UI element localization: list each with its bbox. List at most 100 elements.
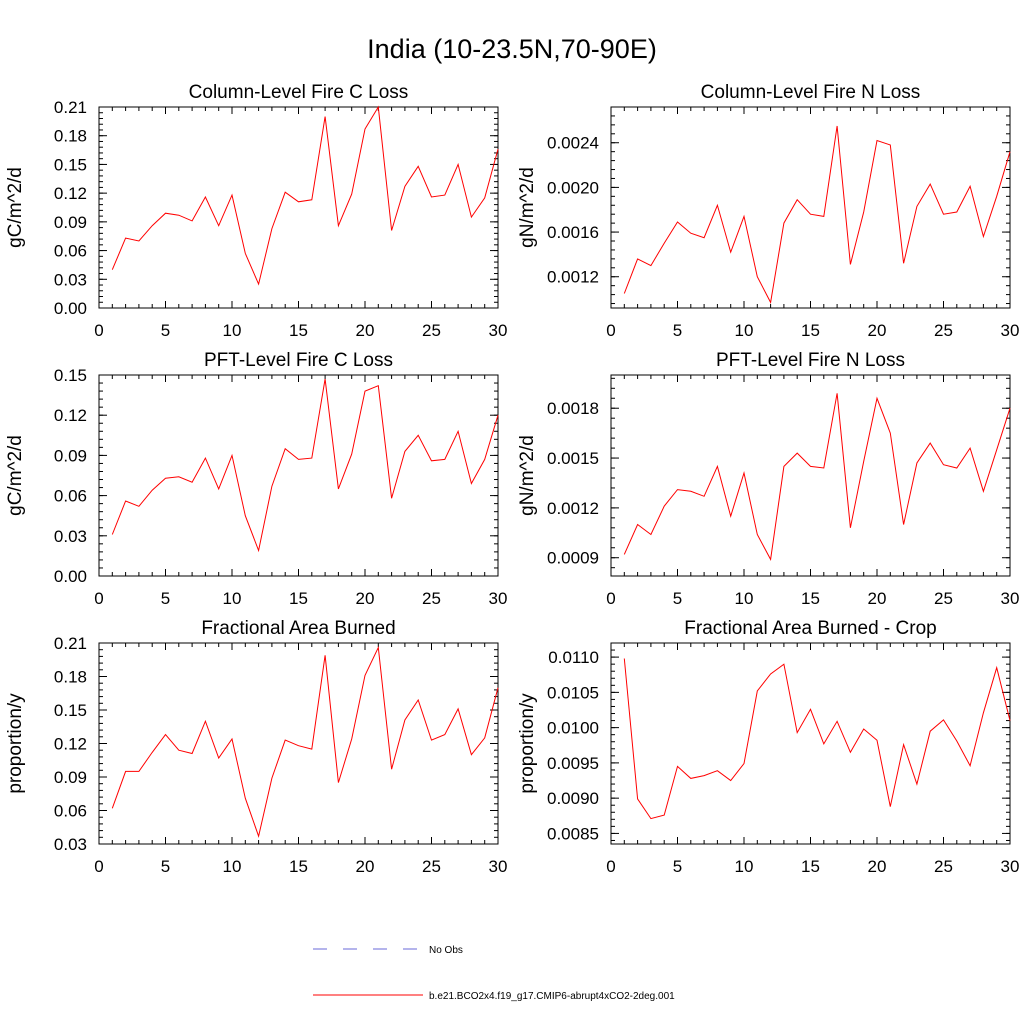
panel-6: Fractional Area Burned - Crop proportion/… xyxy=(517,618,1019,876)
x-tick-label: 10 xyxy=(223,321,242,340)
plot-frame xyxy=(610,106,1011,309)
x-tick-label: 10 xyxy=(735,857,754,876)
y-tick-label: 0.06 xyxy=(54,487,87,506)
x-tick-label: 5 xyxy=(161,589,170,608)
y-tick-label: 0.0009 xyxy=(547,549,599,568)
y-tick-label: 0.0095 xyxy=(547,754,599,773)
panel-title: PFT-Level Fire C Loss xyxy=(204,350,393,371)
x-tick-label: 15 xyxy=(289,589,308,608)
x-tick-label: 15 xyxy=(801,857,820,876)
y-tick-label: 0.12 xyxy=(54,735,87,754)
x-tick-label: 25 xyxy=(934,857,953,876)
y-axis-label: gC/m^2/d xyxy=(5,435,26,516)
x-tick-label: 5 xyxy=(673,857,682,876)
y-tick-label: 0.09 xyxy=(54,213,87,232)
y-tick-label: 0.03 xyxy=(54,835,87,854)
panel-title: PFT-Level Fire N Loss xyxy=(716,350,905,371)
panel-4: PFT-Level Fire N Loss gN/m^2/d 0 5 10 15 20 25 3… xyxy=(517,350,1019,608)
x-tick-label: 25 xyxy=(934,589,953,608)
panel-title: Column-Level Fire N Loss xyxy=(701,82,921,103)
x-tick-label: 5 xyxy=(673,589,682,608)
x-tick-label: 5 xyxy=(673,321,682,340)
y-tick-label: 0.15 xyxy=(54,701,87,720)
y-tick-label: 0.0024 xyxy=(547,134,599,153)
panel-2: Column-Level Fire N Loss gN/m^2/d 0 5 10 15 20… xyxy=(517,82,1019,340)
y-tick-label: 0.00 xyxy=(54,567,87,586)
panel-1: Column-Level Fire C Loss gC/m^2/d 0 5 10 15 20… xyxy=(5,82,507,340)
panel-title: Fractional Area Burned xyxy=(201,618,395,639)
x-tick-label: 5 xyxy=(161,857,170,876)
y-tick-label: 0.0015 xyxy=(547,449,599,468)
x-tick-label: 25 xyxy=(422,589,441,608)
panel-title: Fractional Area Burned - Crop xyxy=(684,618,936,639)
y-tick-label: 0.0012 xyxy=(547,499,599,518)
x-tick-label: 20 xyxy=(356,857,375,876)
x-tick-label: 15 xyxy=(801,321,820,340)
y-tick-label: 0.06 xyxy=(54,242,87,261)
x-tick-label: 0 xyxy=(94,321,103,340)
plot-frame xyxy=(610,642,1011,845)
y-axis-label: gN/m^2/d xyxy=(517,167,538,248)
x-tick-label: 30 xyxy=(489,321,508,340)
plot-frame xyxy=(98,374,499,577)
panel-3: PFT-Level Fire C Loss gC/m^2/d 0 5 10 15 20 25 3… xyxy=(5,350,507,608)
y-tick-label: 0.21 xyxy=(54,98,87,117)
x-tick-label: 15 xyxy=(289,321,308,340)
y-tick-label: 0.0018 xyxy=(547,399,599,418)
series-line-1 xyxy=(623,658,1011,820)
panel-title: Column-Level Fire C Loss xyxy=(189,82,409,103)
panel-5: Fractional Area Burned proportion/y 0 5 10 15… xyxy=(5,618,507,876)
y-tick-label: 0.0110 xyxy=(548,648,599,667)
series-line-1 xyxy=(623,393,1011,561)
y-tick-label: 0.18 xyxy=(54,668,87,687)
x-tick-label: 20 xyxy=(868,857,887,876)
x-tick-label: 20 xyxy=(356,589,375,608)
x-tick-label: 30 xyxy=(489,857,508,876)
y-tick-label: 0.03 xyxy=(54,527,87,546)
x-tick-label: 10 xyxy=(223,589,242,608)
y-tick-label: 0.0100 xyxy=(547,719,599,738)
panels: Column-Level Fire C Loss gC/m^2/d 0 5 10 15 20… xyxy=(5,82,1019,876)
series-line-1 xyxy=(111,645,499,839)
y-tick-label: 0.09 xyxy=(54,446,87,465)
legend: No Obs b.e21.BCO2x4.f19_g17.CMIP6-abrupt… xyxy=(313,945,675,1002)
series-line-1 xyxy=(111,378,499,553)
x-tick-label: 5 xyxy=(161,321,170,340)
x-tick-label: 30 xyxy=(1001,857,1020,876)
y-tick-label: 0.21 xyxy=(54,634,87,653)
y-axis-label: gN/m^2/d xyxy=(517,435,538,516)
y-tick-label: 0.0016 xyxy=(547,223,599,242)
x-tick-label: 20 xyxy=(356,321,375,340)
x-tick-label: 30 xyxy=(1001,589,1020,608)
x-tick-label: 10 xyxy=(735,321,754,340)
plot-frame xyxy=(98,106,499,309)
legend-label-no-obs: No Obs xyxy=(429,945,463,956)
legend-label-model: b.e21.BCO2x4.f19_g17.CMIP6-abrupt4xCO2-2… xyxy=(429,991,675,1002)
y-tick-label: 0.0085 xyxy=(547,824,599,843)
y-tick-label: 0.09 xyxy=(54,768,87,787)
x-tick-label: 15 xyxy=(801,589,820,608)
y-tick-label: 0.0012 xyxy=(547,268,599,287)
x-tick-label: 0 xyxy=(94,857,103,876)
x-tick-label: 25 xyxy=(422,857,441,876)
x-tick-label: 0 xyxy=(606,589,615,608)
x-tick-label: 20 xyxy=(868,321,887,340)
y-tick-label: 0.0090 xyxy=(547,789,599,808)
x-tick-label: 0 xyxy=(606,321,615,340)
y-tick-label: 0.0020 xyxy=(547,178,599,197)
x-tick-label: 0 xyxy=(94,589,103,608)
x-tick-label: 10 xyxy=(735,589,754,608)
x-tick-label: 20 xyxy=(868,589,887,608)
y-tick-label: 0.0105 xyxy=(547,683,599,702)
y-tick-label: 0.00 xyxy=(54,299,87,318)
y-axis-label: proportion/y xyxy=(5,693,26,794)
y-tick-label: 0.12 xyxy=(54,184,87,203)
y-tick-label: 0.15 xyxy=(54,155,87,174)
plot-frame xyxy=(610,374,1011,577)
x-tick-label: 30 xyxy=(489,589,508,608)
x-tick-label: 25 xyxy=(422,321,441,340)
x-tick-label: 0 xyxy=(606,857,615,876)
x-tick-label: 15 xyxy=(289,857,308,876)
y-axis-label: proportion/y xyxy=(517,693,538,794)
